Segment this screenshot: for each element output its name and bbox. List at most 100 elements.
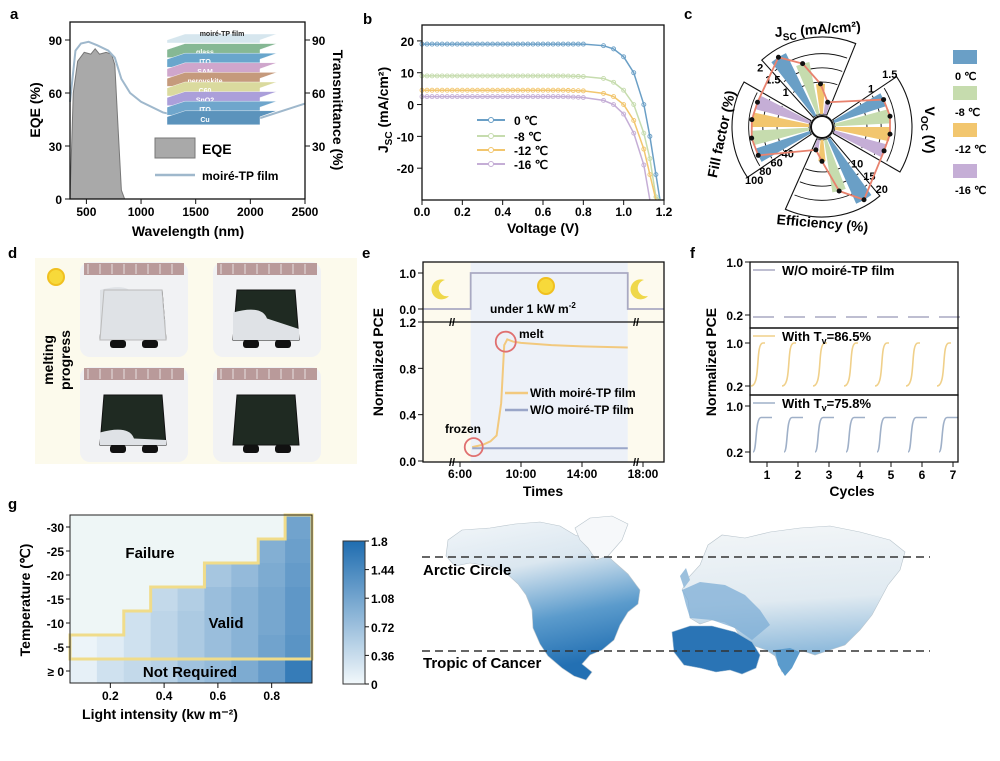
jv-point: [570, 41, 576, 47]
bar-voc: [834, 109, 891, 127]
axis-break-mark: //: [633, 317, 639, 329]
heatmap-cell: [150, 659, 179, 684]
arctic-circle-label: Arctic Circle: [423, 562, 511, 579]
panel-d-melting-photos: meltingprogress: [35, 258, 357, 464]
y-tick-label: 30: [49, 140, 63, 154]
light-condition-label: under 1 kW m-2: [490, 301, 576, 316]
heatmap-cell: [177, 539, 205, 564]
jv-point: [434, 87, 440, 93]
heatmap-cell: [96, 635, 125, 660]
greenland: [574, 515, 629, 561]
jv-point: [429, 94, 435, 100]
axis-break-mark: //: [449, 317, 455, 329]
panel-label-e: e: [362, 245, 370, 262]
heatmap-cell: [123, 659, 152, 684]
bar-eff: [824, 139, 846, 193]
axis-title-efficiency: Efficiency (%): [776, 211, 869, 235]
layer-label: moiré-TP film: [200, 31, 245, 38]
jv-point: [535, 73, 541, 79]
legend-label-with-film: With moiré-TP film: [530, 386, 636, 400]
jv-point: [449, 73, 455, 79]
jv-point: [500, 73, 506, 79]
jv-point: [535, 87, 541, 93]
legend-swatch: [953, 50, 977, 64]
x-tick-label: 500: [76, 205, 96, 219]
melting-photo-3: [80, 367, 188, 462]
region-label-failure: Failure: [125, 545, 174, 562]
jv-point: [540, 87, 546, 93]
stand-leg: [142, 340, 158, 348]
africa: [671, 625, 761, 675]
jv-point: [475, 41, 480, 47]
jv-point: [530, 87, 536, 93]
jv-point: [555, 41, 561, 47]
subplot-label: With Tv=86.5%: [782, 329, 872, 346]
jv-point: [601, 76, 606, 81]
jv-point: [555, 87, 561, 93]
y-tick-label: ≥ 0: [47, 665, 64, 679]
jv-point: [424, 87, 430, 93]
x-tick-label: 6:00: [448, 467, 472, 481]
legend-swatch: [953, 164, 977, 178]
jv-point: [520, 87, 526, 93]
legend-label: -8 ℃: [955, 107, 980, 119]
jv-point: [535, 94, 541, 100]
jv-point: [575, 41, 581, 47]
x-tick-label: 5: [888, 468, 895, 482]
jv-point: [560, 41, 566, 47]
y-tick-label: 1.0: [726, 400, 743, 414]
jv-point: [444, 87, 450, 93]
jv-point: [464, 41, 470, 47]
stand-leg: [275, 340, 291, 348]
frozen-marker: [463, 437, 484, 458]
jv-point: [459, 94, 465, 100]
ice-layer: [100, 429, 166, 445]
jv-point: [545, 87, 551, 93]
x-tick-label: 2000: [237, 205, 264, 219]
heatmap-cell: [70, 659, 98, 684]
heatmap-cell: [285, 539, 313, 564]
colorbar-tick-label: 0.36: [371, 649, 395, 663]
subplot-2: 1.0 0.2 With Tv=86.5%: [726, 327, 959, 396]
cycle-curve: [750, 342, 765, 387]
jv-point: [535, 41, 541, 47]
brick-wall: [84, 368, 184, 380]
x-tick-label: 1.0: [615, 205, 632, 219]
jv-point: [444, 73, 450, 79]
region-label-valid: Valid: [208, 615, 243, 632]
jv-point: [464, 94, 470, 100]
y-tick-label: 0.2: [726, 309, 743, 323]
x-tick-label: 0.8: [575, 205, 592, 219]
bar-voc: [834, 127, 891, 142]
jv-point: [621, 54, 627, 60]
legend-label-eqe: EQE: [202, 141, 232, 157]
heatmap-cell: [204, 563, 232, 588]
eurasia: [681, 525, 906, 673]
radial-tick-label: 20: [876, 184, 888, 196]
colorbar-tick-label: 1.8: [371, 535, 388, 549]
heatmap-cell: [285, 611, 313, 636]
panel-label-d: d: [8, 245, 17, 262]
jv-point: [459, 87, 465, 93]
radial-tick-label: 80: [759, 166, 771, 178]
data-point: [825, 99, 831, 105]
cycle-curve: [876, 416, 896, 453]
radial-tick-label: 2: [757, 62, 763, 74]
jv-point: [485, 41, 490, 47]
subplot-label: W/O moiré-TP film: [782, 263, 894, 278]
jv-curve-series: [422, 43, 661, 201]
x-tick-label: 14:00: [567, 467, 598, 481]
jv-point: [641, 102, 647, 107]
jv-point: [510, 87, 516, 93]
jv-point: [469, 87, 475, 93]
jv-point: [560, 87, 566, 93]
x-tick-label: 0.0: [414, 205, 431, 219]
heatmap-cell: [231, 539, 259, 564]
x-tick-label: 4: [857, 468, 864, 482]
y-tick-label: 0.2: [726, 380, 743, 394]
jv-point: [469, 73, 475, 79]
ice-layer: [99, 289, 167, 341]
jv-point: [611, 102, 617, 107]
jv-point: [575, 94, 581, 100]
